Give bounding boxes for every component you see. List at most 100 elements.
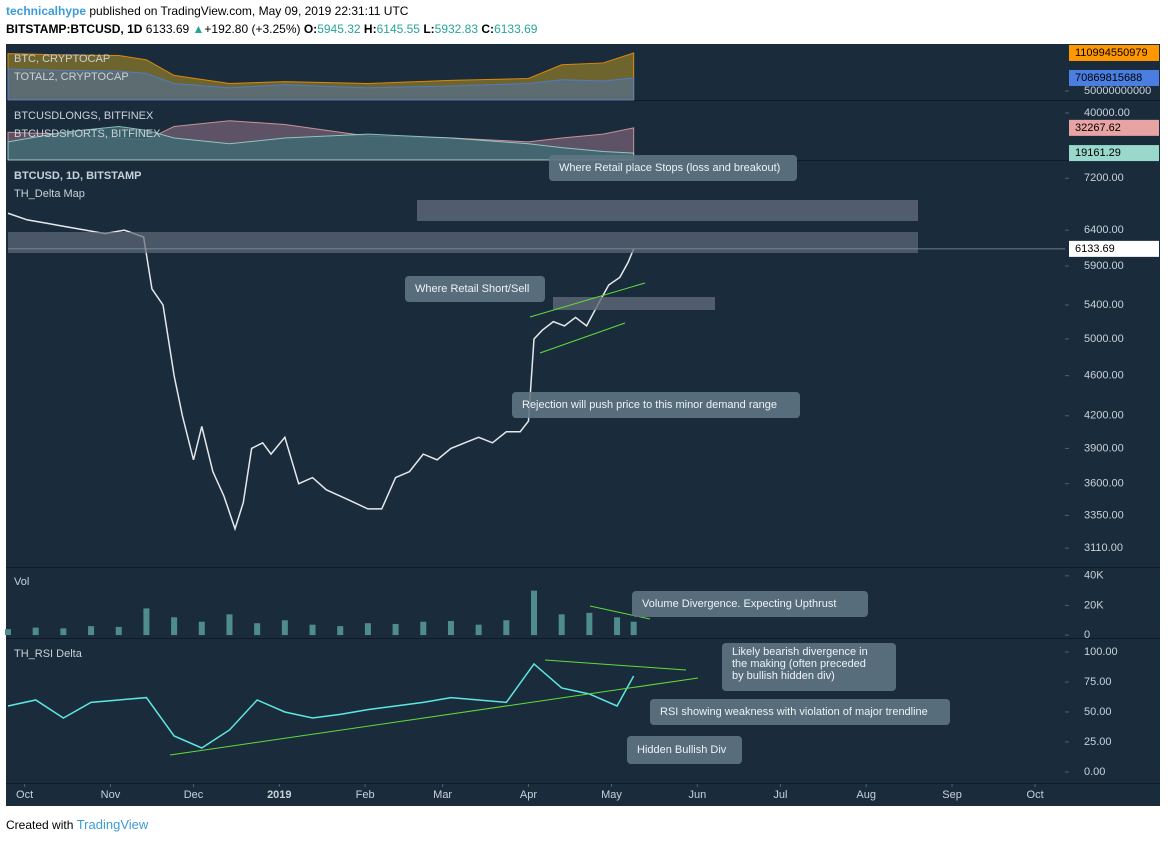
close-label: C:: [481, 22, 494, 36]
annotation-box: [650, 699, 950, 725]
x-tick-label: May: [601, 789, 622, 801]
y-tick-label: 5900.00: [1084, 260, 1124, 272]
last-value-label: 70869815688: [1075, 72, 1142, 84]
annotation-box: [627, 736, 742, 764]
bar: [586, 612, 593, 636]
zone: [553, 297, 715, 310]
x-tick-label: 2019: [267, 789, 291, 801]
annotation-box: [632, 591, 868, 617]
y-tick-label: 5000.00: [1084, 333, 1124, 345]
bar: [32, 627, 39, 636]
bar: [531, 590, 537, 636]
y-tick-label: 50000000000: [1084, 85, 1151, 97]
bar: [115, 626, 122, 636]
pane-title: TH_RSI Delta: [14, 648, 83, 660]
annotation-box: [512, 392, 800, 418]
x-tick-label: Mar: [433, 789, 452, 801]
annotation-text: Where Retail place Stops (loss and break…: [559, 162, 780, 174]
y-tick-label: 4600.00: [1084, 370, 1124, 382]
last-value-box: [1069, 240, 1159, 257]
bar: [198, 621, 205, 636]
x-tick-label: Nov: [101, 789, 121, 801]
bar: [143, 608, 150, 636]
bar: [475, 624, 482, 636]
area: [7, 68, 635, 101]
x-tick-label: Jul: [773, 789, 787, 801]
last-value-label: 19161.29: [1075, 147, 1121, 159]
x-tick-label: Sep: [942, 789, 962, 801]
bar: [5, 629, 11, 636]
bar: [558, 614, 565, 636]
series-name: BTCUSDSHORTS, BITFINEX: [14, 128, 161, 140]
y-tick-label: 100.00: [1084, 646, 1118, 658]
y-tick-label: 4200.00: [1084, 410, 1124, 422]
bar: [88, 626, 95, 636]
bar: [447, 620, 454, 636]
x-axis-bg: [6, 783, 1160, 806]
bar: [614, 617, 621, 636]
x-tick-label: Aug: [856, 789, 876, 801]
zone: [417, 200, 918, 221]
annotation-text: RSI showing weakness with violation of m…: [660, 706, 928, 718]
created: Created with: [6, 818, 73, 832]
annotation-text: Volume Divergence. Expecting Upthrust: [642, 598, 836, 610]
y-tick-label: 5400.00: [1084, 299, 1124, 311]
trendline: [169, 677, 699, 756]
y-tick-label: 6400.00: [1084, 224, 1124, 236]
low: 5932.83: [435, 22, 479, 36]
last-value-box: [1069, 145, 1159, 162]
y-tick-label: 0: [1084, 629, 1090, 641]
bar: [60, 628, 67, 636]
last-value-box: [1069, 69, 1159, 86]
annotation-text: Likely bearish divergence in: [732, 646, 868, 658]
bar: [309, 624, 316, 636]
y-tick-label: 20K: [1084, 599, 1104, 611]
zone: [8, 232, 918, 253]
last-value-box: [1069, 119, 1159, 136]
symbol: BITSTAMP:BTCUSD, 1D: [6, 22, 143, 36]
y-tick-label: 0.00: [1084, 766, 1105, 778]
bar: [226, 614, 233, 636]
footer-created: Created with TradingView: [6, 817, 149, 832]
bar: [337, 626, 344, 636]
series-name: TOTAL2, CRYPTOCAP: [14, 71, 129, 83]
y-tick-label: 3600.00: [1084, 478, 1124, 490]
last: 6133.69: [146, 22, 190, 36]
publish-line: technicalhype published on TradingView.c…: [6, 4, 409, 18]
y-tick-label: 40K: [1084, 570, 1104, 582]
annotation-text: Rejection will push price to this minor …: [522, 399, 777, 411]
close: 6133.69: [494, 22, 538, 36]
annotation-text: Hidden Bullish Div: [637, 744, 727, 756]
x-tick-label: Feb: [356, 789, 375, 801]
line: [7, 662, 635, 749]
x-tick-label: Oct: [16, 789, 33, 801]
open: 5945.32: [317, 22, 361, 36]
series-name: BTCUSDLONGS, BITFINEX: [14, 110, 154, 122]
y-tick-label: 25.00: [1084, 736, 1112, 748]
bar: [503, 620, 510, 636]
line: [7, 212, 635, 532]
low-label: L:: [423, 22, 434, 36]
symbol-line: BITSTAMP:BTCUSD, 1D 6133.69 ▲+192.80 (+3…: [6, 22, 538, 36]
author: technicalhype: [6, 4, 86, 18]
high: 6145.55: [377, 22, 421, 36]
last-value-label: 6133.69: [1075, 243, 1115, 255]
annotation-box: [722, 643, 896, 691]
change: +192.80 (+3.25%): [204, 22, 300, 36]
annotation-box: [549, 155, 797, 181]
x-tick-label: Jun: [688, 789, 706, 801]
bar: [364, 623, 371, 636]
y-tick-label: 40000.00: [1084, 107, 1130, 119]
bar: [630, 621, 637, 636]
bar: [392, 623, 399, 636]
y-tick-label: 7200.00: [1084, 172, 1124, 184]
x-tick-label: Dec: [184, 789, 204, 801]
open-label: O:: [304, 22, 317, 36]
drawings: [8, 200, 918, 756]
pane-title: Vol: [14, 576, 29, 588]
last-value-label: 110994550979: [1075, 47, 1148, 59]
trendline: [529, 282, 646, 318]
last-value-label: 32267.62: [1075, 122, 1121, 134]
y-tick-label: 3350.00: [1084, 509, 1124, 521]
